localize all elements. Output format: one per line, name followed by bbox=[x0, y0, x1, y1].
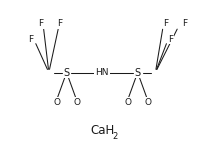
Text: S: S bbox=[135, 68, 141, 77]
Text: F: F bbox=[57, 19, 62, 28]
Text: F: F bbox=[163, 19, 169, 28]
Text: CaH: CaH bbox=[90, 124, 114, 137]
Text: HN: HN bbox=[95, 68, 109, 77]
Text: S: S bbox=[63, 68, 70, 77]
Text: O: O bbox=[73, 98, 80, 107]
Text: F: F bbox=[182, 19, 188, 28]
Text: O: O bbox=[53, 98, 60, 107]
Text: 2: 2 bbox=[112, 132, 118, 141]
Text: O: O bbox=[144, 98, 151, 107]
Text: O: O bbox=[124, 98, 131, 107]
Text: F: F bbox=[38, 19, 43, 28]
Text: F: F bbox=[168, 35, 174, 44]
Text: F: F bbox=[28, 35, 34, 44]
